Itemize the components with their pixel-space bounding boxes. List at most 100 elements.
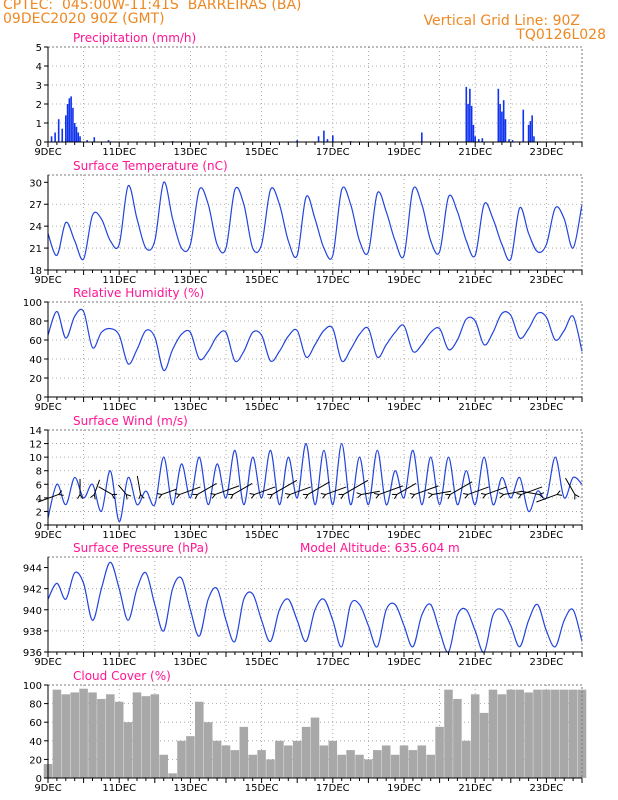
pres-x-tick-label: 17DEC <box>316 657 350 668</box>
wind-arrow-head <box>374 493 380 499</box>
cloud-cloud-bar <box>506 689 516 778</box>
precip-x-tick-label: 11DEC <box>102 147 136 158</box>
precip-bar <box>511 140 514 142</box>
header-model-id: TQ0126L028 <box>516 27 606 43</box>
wind-arrow-head <box>156 493 163 499</box>
precip-bar <box>50 136 53 142</box>
cloud-cloud-bar <box>453 698 462 778</box>
cloud-cloud-bar <box>132 692 142 778</box>
temp-x-tick-label: 23DEC <box>530 275 564 286</box>
cloud-cloud-bar <box>230 750 240 778</box>
precip-bar <box>522 109 525 142</box>
wind-arrow-shaft <box>136 475 142 495</box>
cloud-cloud-bar <box>177 740 186 778</box>
cloud-cloud-bar <box>577 689 587 778</box>
cloud-cloud-bar <box>399 745 409 778</box>
wind-title: Surface Wind (m/s) <box>73 414 188 428</box>
wind-arrow-shaft <box>450 481 473 495</box>
precip-bar <box>504 119 507 142</box>
wind-barb-arrow <box>498 490 523 499</box>
wind-barb-arrow <box>302 481 330 500</box>
wind-y-tick-label: 6 <box>36 480 42 491</box>
wind-arrow-shaft <box>161 488 177 495</box>
cloud-cloud-bar <box>435 726 444 778</box>
cloud-cloud-bar <box>284 745 293 778</box>
precip-bar <box>73 123 76 142</box>
rh-x-tick-label: 17DEC <box>316 402 350 413</box>
wind-barb-arrow <box>174 486 201 499</box>
wind-arrow-shaft <box>117 484 127 495</box>
temp-y-tick-label: 30 <box>29 178 42 189</box>
wind-barb-arrow <box>267 479 298 500</box>
precip-bar <box>296 140 299 142</box>
precip-bar <box>326 139 329 142</box>
cloud-cloud-bar <box>364 759 373 778</box>
precip-title: Precipitation (mm/h) <box>73 31 196 45</box>
wind-barb-arrow <box>156 488 177 499</box>
wind-arrow-shaft <box>520 490 540 495</box>
precip-bar <box>77 132 80 142</box>
wind-barb-arrow <box>516 486 543 499</box>
rh-panel: 0 20 40 60 80 100 9DEC 11DEC 13DEC 15DEC 17DEC 19DE… <box>23 286 583 413</box>
cloud-panel: 0 20 40 60 80 100 9DEC 11DEC 13DEC 15DEC 17DEC 19DE… <box>23 669 587 794</box>
precip-bar <box>465 86 468 142</box>
wind-barb-arrow <box>192 483 217 500</box>
rh-y-tick-label: 0 <box>36 393 42 404</box>
precip-x-tick-label: 21DEC <box>458 147 492 158</box>
precip-bar <box>502 100 505 142</box>
precip-bar <box>470 105 473 142</box>
wind-arrow-head <box>77 494 84 500</box>
wind-barb-arrow <box>391 483 417 500</box>
cloud-cloud-bar <box>479 712 489 778</box>
cloud-cloud-bar <box>88 692 97 778</box>
wind-arrow-head <box>249 493 255 499</box>
pres-series-line <box>47 561 583 653</box>
rh-y-tick-label: 100 <box>23 298 42 309</box>
cloud-cloud-bar <box>239 726 249 778</box>
precip-y-tick-label: 4 <box>36 62 42 73</box>
wind-panel: 0 2 4 6 8 10 12 14 9DEC 11DEC 13DEC 15DEC 17DEC 19DEC… <box>29 414 583 541</box>
wind-y-tick-label: 12 <box>29 440 42 451</box>
temp-x-tick-label: 21DEC <box>458 275 492 286</box>
precip-y-tick-label: 3 <box>36 81 42 92</box>
cloud-cloud-bar <box>186 736 195 778</box>
wind-x-tick-label: 23DEC <box>530 530 564 541</box>
wind-arrow-shaft <box>378 485 403 495</box>
cloud-cloud-bar <box>301 726 311 778</box>
temp-x-tick-label: 17DEC <box>316 275 350 286</box>
rh-x-tick-label: 21DEC <box>458 402 492 413</box>
wind-barb-arrow <box>249 486 276 499</box>
cloud-x-tick-label: 21DEC <box>458 783 492 794</box>
precip-bar <box>75 126 78 142</box>
precip-y-tick-label: 2 <box>36 100 42 111</box>
pres-x-tick-label: 11DEC <box>102 657 136 668</box>
wind-barb-arrow <box>356 490 380 499</box>
wind-barb-arrow <box>565 477 580 500</box>
wind-arrow-head <box>210 493 216 499</box>
wind-barb-arrow <box>338 479 369 500</box>
wind-arrow-head <box>391 493 398 500</box>
cloud-cloud-bar <box>328 740 338 778</box>
wind-arrow-head <box>538 492 545 499</box>
precip-x-tick-label: 19DEC <box>387 147 421 158</box>
wind-arrow-shaft <box>307 481 330 495</box>
cloud-cloud-bar <box>168 773 177 778</box>
cloud-cloud-bar <box>159 754 168 778</box>
wind-arrow-shaft <box>503 490 523 495</box>
wind-barb-arrow <box>90 479 101 500</box>
precip-bar <box>527 124 530 142</box>
precip-bar <box>469 88 471 142</box>
cloud-cloud-bar <box>150 694 160 778</box>
rh-y-tick-label: 40 <box>29 355 42 366</box>
cloud-cloud-bar <box>462 740 471 778</box>
pres-y-tick-label: 944 <box>23 564 42 575</box>
wind-arrow-shaft <box>325 486 347 495</box>
precip-bar <box>474 136 477 142</box>
wind-barb-arrow <box>445 481 473 500</box>
cloud-cloud-bar <box>221 745 231 778</box>
precip-bar <box>499 104 501 142</box>
wind-barb-arrow <box>320 486 347 499</box>
precip-bar <box>467 104 469 142</box>
wind-arrow-shaft <box>485 486 507 495</box>
